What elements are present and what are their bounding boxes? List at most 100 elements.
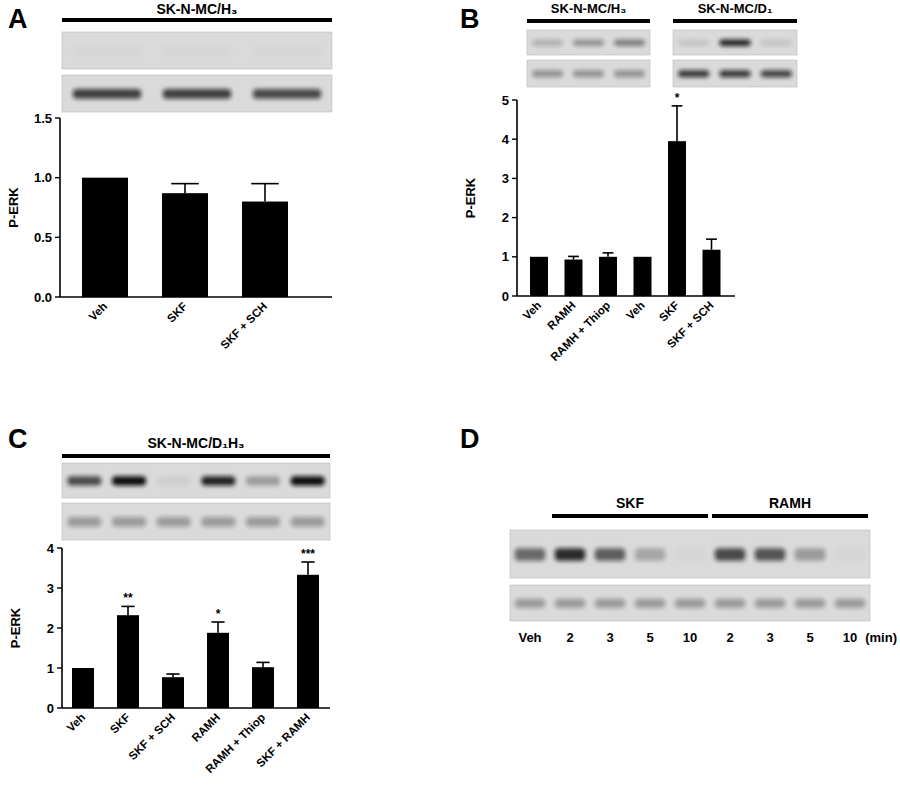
blot <box>510 585 870 621</box>
bar <box>162 677 184 708</box>
band <box>515 599 545 608</box>
blot <box>510 530 870 578</box>
error-bar <box>603 253 614 257</box>
band <box>253 46 321 56</box>
x-tick-label: Veh <box>520 299 543 322</box>
x-tick-label: Veh <box>624 299 647 322</box>
header-line <box>62 18 332 22</box>
bar <box>242 202 288 297</box>
bar <box>117 615 139 708</box>
lane-label: 3 <box>606 630 613 645</box>
band <box>614 70 645 77</box>
error-line <box>676 106 678 141</box>
band <box>719 40 750 47</box>
significance: * <box>216 607 221 621</box>
lane-label: 10 <box>683 630 697 645</box>
band <box>555 599 585 608</box>
error-bar <box>301 562 314 575</box>
band <box>761 70 792 77</box>
y-tick <box>512 99 517 100</box>
error-cap <box>301 561 314 563</box>
band <box>795 599 825 608</box>
band <box>246 476 280 485</box>
x-axis <box>517 295 735 297</box>
error-cap <box>211 621 224 623</box>
error-cap <box>251 183 279 185</box>
x-tick-label: Veh <box>86 300 109 323</box>
y-tick <box>512 295 517 296</box>
y-axis-label: P-ERK <box>8 607 23 648</box>
error-bar <box>166 674 179 677</box>
bar <box>565 260 583 296</box>
y-tick-label: 1.0 <box>34 170 52 185</box>
panel: BSK-N-MC/H₃SK-N-MC/D₁012345P-ERKVehRAMHR… <box>460 1 797 363</box>
band <box>595 599 625 608</box>
band <box>246 517 280 527</box>
y-axis-label: P-ERK <box>6 187 21 228</box>
bar <box>82 178 128 297</box>
y-tick <box>512 138 517 139</box>
x-tick-label: SKF + SCH <box>665 299 716 350</box>
lane-label: Veh <box>518 630 541 645</box>
group-label: RAMH <box>769 495 811 511</box>
blot <box>62 75 332 112</box>
band <box>201 476 235 485</box>
bar <box>668 141 686 296</box>
y-tick-label: 1 <box>47 661 54 676</box>
error-bar <box>672 106 683 141</box>
panel-label: B <box>460 4 480 34</box>
y-axis <box>516 100 518 296</box>
band <box>291 476 325 485</box>
error-line <box>711 239 713 250</box>
y-tick <box>57 667 62 668</box>
y-tick <box>55 117 60 118</box>
x-tick-label: SKF + RAMH <box>254 711 312 769</box>
error-bar <box>706 239 717 250</box>
band <box>163 46 231 56</box>
y-tick <box>512 178 517 179</box>
header-line <box>673 19 797 23</box>
bar <box>703 250 721 296</box>
group-label: SK-N-MC/D₁ <box>698 1 773 16</box>
figure: ASK-N-MC/H₃0.00.51.01.5P-ERKVehSKFSKF + … <box>0 0 900 791</box>
blot <box>673 60 797 87</box>
bar <box>72 668 94 708</box>
marks <box>72 562 319 708</box>
panel-label: A <box>8 4 28 34</box>
error-cap <box>121 606 134 608</box>
bar <box>207 633 229 708</box>
error-cap <box>672 105 683 107</box>
band <box>835 599 865 608</box>
panel-label: D <box>460 424 480 454</box>
marks <box>530 106 721 296</box>
band <box>595 548 625 560</box>
lane-label: 3 <box>766 630 773 645</box>
title: SK-N-MC/H₃ <box>156 1 237 17</box>
header-line <box>527 19 650 23</box>
bar <box>297 575 319 708</box>
error-bar <box>256 662 269 667</box>
y-tick-label: 2 <box>502 210 509 225</box>
band <box>67 517 101 527</box>
lane-label: 2 <box>726 630 733 645</box>
error-cap <box>568 256 579 258</box>
x-tick-label: SKF <box>165 300 190 325</box>
bar <box>162 193 208 297</box>
band <box>157 476 191 485</box>
band <box>635 548 665 560</box>
error-line <box>184 184 186 194</box>
band <box>163 89 231 99</box>
unit-label: (min) <box>865 630 897 645</box>
error-bar <box>171 184 199 194</box>
band <box>515 548 545 560</box>
band <box>614 40 645 47</box>
lane-label: 10 <box>843 630 857 645</box>
band <box>678 40 709 47</box>
bar <box>634 257 652 296</box>
error-bar <box>121 606 134 615</box>
group-label: SKF <box>616 495 644 511</box>
panel-label: C <box>8 424 28 454</box>
band <box>532 40 563 47</box>
y-axis-label: P-ERK <box>463 177 478 218</box>
band <box>73 89 141 99</box>
